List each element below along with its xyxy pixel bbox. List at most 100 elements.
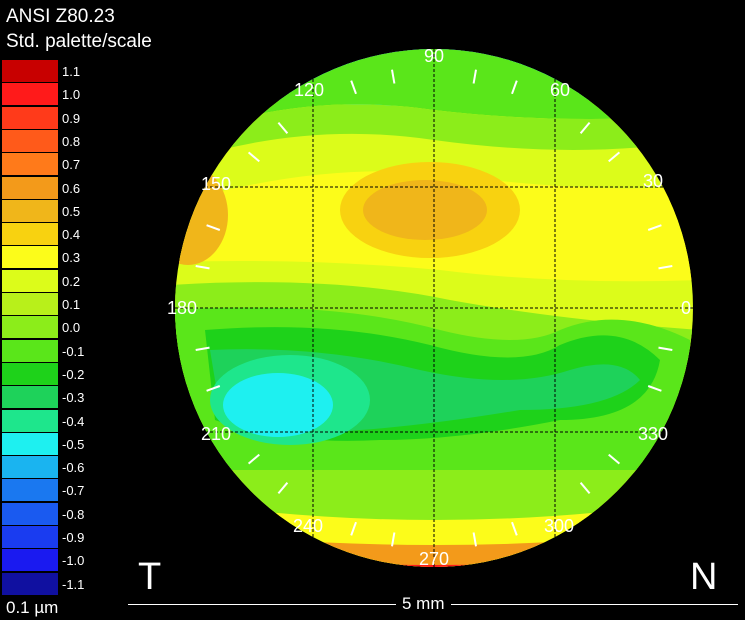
angle-tick [579,482,591,495]
scale-step: 0.5 [0,199,110,223]
angle-label-60: 60 [550,80,570,100]
scale-swatch [2,176,58,199]
scale-step: 0.0 [0,316,110,339]
angle-tick [608,151,621,163]
scale-step: -0.2 [0,362,110,386]
scale-step: -0.4 [0,409,110,433]
scale-label: 0.5 [62,203,81,219]
scale-label: -0.3 [62,390,85,406]
angle-tick [608,453,621,465]
scale-label: -0.6 [62,460,85,476]
scale-label: 0.3 [62,250,81,266]
scale-step: 0.3 [0,246,110,269]
angle-label-90: 90 [424,46,444,66]
scale-step: 1.0 [0,83,110,106]
scale-label: -1.1 [62,576,85,592]
angle-tick [195,265,210,270]
scale-swatch [2,129,58,152]
scale-label: 0.6 [62,180,81,196]
scale-step: 0.2 [0,269,110,293]
scale-swatch [2,199,58,222]
angle-tick [472,532,477,547]
scale-swatch [2,60,58,82]
scale-swatch [2,83,58,106]
angle-tick [277,482,289,495]
angle-label-240: 240 [293,516,323,536]
scale-label: -0.4 [62,413,85,429]
scale-label: 0.1 [62,297,81,312]
scale-swatch [2,549,58,572]
scale-label: 1.0 [62,87,81,103]
scale-swatch [2,456,58,479]
scale-step: 0.6 [0,176,110,200]
angle-tick [658,346,673,351]
angle-label-30: 30 [643,171,663,191]
angle-label-150: 150 [201,174,231,194]
scale-step: -0.3 [0,386,110,409]
scale-step: 0.1 [0,293,110,316]
angle-tick [391,532,396,547]
scale-label: -0.9 [62,530,85,545]
scale-label: 0.2 [62,273,81,289]
scale-step: -1.1 [0,572,110,596]
angle-label-330: 330 [638,424,668,444]
scale-swatch [2,572,58,595]
scale-step: 0.8 [0,129,110,153]
scale-swatch [2,269,58,292]
angle-tick [511,80,518,95]
scale-swatch [2,526,58,548]
scale-swatch [2,223,58,246]
scale-step: -0.1 [0,339,110,363]
scale-unit: 0.1 µm [6,598,59,617]
angle-label-300: 300 [544,516,574,536]
nasal-label: N [690,556,718,598]
scale-step: 0.4 [0,223,110,246]
scale-label: 0.7 [62,157,81,173]
scale-step: -0.8 [0,502,110,526]
angle-tick [511,521,518,536]
angle-tick [647,224,662,231]
scale-swatch [2,106,58,129]
scale-swatch [2,432,58,455]
scale-swatch [2,409,58,432]
angle-tick [647,385,662,392]
scale-step: -0.6 [0,456,110,479]
scale-label: -0.1 [62,343,85,359]
angle-tick [350,521,357,536]
scale-step: 1.1 [0,60,110,83]
scale-label: 1.1 [62,64,81,79]
scale-bar-label: 5 mm [396,594,451,614]
angle-label-270: 270 [419,549,449,569]
grid-lines [175,49,693,567]
scale-step: -0.5 [0,432,110,456]
scale-swatch [2,386,58,409]
map-type-title: ANSI Z80.23 [6,6,115,27]
angle-ticks [195,69,673,547]
scale-step: -1.0 [0,549,110,572]
scale-swatch [2,246,58,269]
scale-step: -0.9 [0,526,110,549]
angle-tick [472,69,477,84]
scale-label: -0.7 [62,483,85,499]
angle-tick [247,151,260,163]
scale-step: -0.7 [0,479,110,502]
palette-title: Std. palette/scale [6,31,152,52]
scale-label: 0.9 [62,110,81,126]
angle-tick [391,69,396,84]
angle-tick [658,265,673,270]
scale-swatch [2,316,58,339]
angle-tick [350,80,357,95]
scale-swatch [2,502,58,525]
angle-tick [277,121,289,134]
scale-swatch [2,293,58,315]
angle-label-120: 120 [294,80,324,100]
scale-label: -0.5 [62,436,85,452]
scale-label: 0.8 [62,133,81,149]
scale-swatch [2,362,58,385]
scale-label: 0.4 [62,227,81,243]
temporal-label: T [138,556,162,598]
angle-tick [206,385,221,392]
scale-label: -0.2 [62,366,85,382]
angle-label-0: 0 [681,298,691,318]
